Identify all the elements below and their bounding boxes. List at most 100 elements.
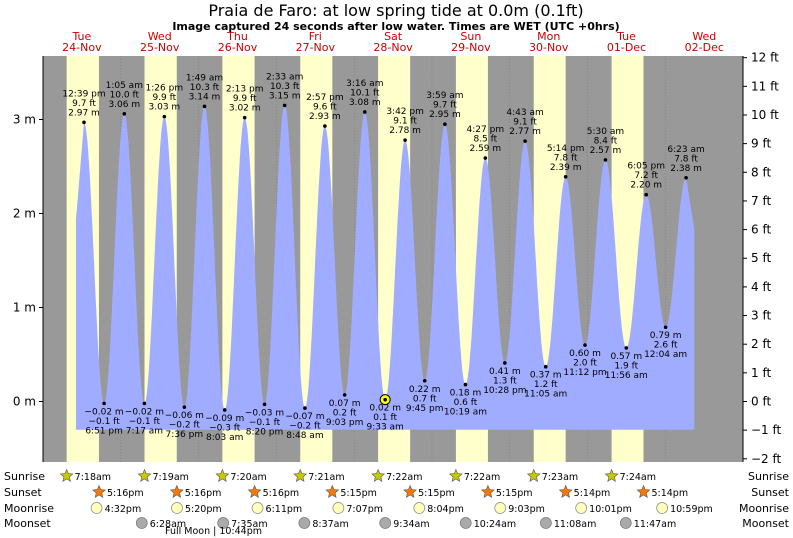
high-tide-label: 1:05 am [106, 81, 143, 91]
low-tide-label: 11:12 pm [563, 368, 606, 378]
right-tick-label: 6 ft [751, 223, 771, 237]
day-name-label: Sun [460, 30, 481, 43]
low-tide-point [503, 361, 507, 365]
high-tide-label: 2:33 am [266, 72, 303, 82]
moonset-icon [135, 517, 148, 529]
high-tide-label: 2.97 m [68, 108, 100, 118]
high-tide-label: 7.8 ft [554, 153, 578, 163]
high-tide-label: 2.77 m [509, 127, 541, 137]
low-tide-label: −0.07 m [285, 412, 324, 422]
sunrise-icon [59, 468, 74, 482]
high-tide-point [603, 158, 608, 162]
sunrise-time: 7:20am [230, 472, 266, 483]
day-name-label: Sat [384, 30, 403, 43]
high-tide-label: 5:30 am [587, 127, 624, 137]
right-tick-label: 9 ft [751, 137, 771, 151]
high-tide-label: 9.6 ft [313, 103, 337, 113]
moonset-time: 7:35am [231, 519, 267, 530]
moonset-time: 9:34am [393, 519, 429, 530]
low-tide-label: 6:51 pm [85, 426, 123, 436]
right-tick-label: 11 ft [751, 79, 779, 93]
low-tide-label: 9:33 am [366, 423, 403, 433]
low-tide-label: 11:56 am [605, 371, 648, 381]
moonset-icon [540, 517, 552, 529]
row-label-right: Sunset [751, 486, 789, 499]
low-tide-label: −0.03 m [245, 408, 284, 418]
high-tide-label: 9.9 ft [152, 93, 176, 103]
right-tick-label: 5 ft [751, 251, 771, 265]
high-tide-label: 3.03 m [149, 103, 181, 113]
high-tide-label: 8.5 ft [473, 135, 497, 145]
high-tide-label: 3.14 m [189, 92, 221, 102]
moonrise-icon [251, 502, 264, 514]
day-date-label: 01-Dec [607, 41, 646, 54]
day-date-label: 26-Nov [218, 41, 258, 54]
high-tide-label: 9.1 ft [393, 117, 417, 127]
moonset-time: 6:28am [150, 519, 186, 530]
day-date-label: 29-Nov [451, 41, 491, 54]
high-tide-label: 2.78 m [389, 126, 421, 136]
moonrise-icon [90, 502, 103, 514]
right-tick-label: 12 ft [751, 51, 779, 65]
low-tide-point [303, 406, 307, 410]
moonrise-time: 7:07pm [346, 504, 383, 515]
low-tide-label: 0.7 ft [413, 394, 437, 404]
high-tide-label: 7.2 ft [634, 171, 658, 181]
sunrise-icon [526, 468, 541, 482]
left-tick-label: 1 m [13, 301, 36, 315]
high-tide-point [483, 156, 488, 160]
sunset-icon [480, 484, 495, 498]
moonrise-icon [332, 502, 345, 514]
low-tide-label: 10:28 pm [483, 386, 526, 396]
high-tide-point [563, 175, 568, 179]
high-tide-label: 2.95 m [429, 110, 461, 120]
sunrise-icon [137, 468, 152, 482]
high-tide-point [162, 114, 167, 119]
moonrise-time: 9:03pm [508, 504, 545, 515]
moonrise-time: 10:01pm [589, 504, 632, 515]
sunset-time: 5:14pm [651, 488, 688, 499]
sunset-time: 5:15pm [496, 488, 533, 499]
sun-moon-events: Sunrise Sunrise Sunset Sunset Moonrise Moonri… [4, 468, 790, 537]
high-tide-label: 8.4 ft [594, 136, 618, 146]
high-tide-point [363, 110, 367, 114]
right-tick-label: 10 ft [751, 108, 779, 122]
high-tide-label: 1:49 am [186, 73, 223, 83]
day-labels: Tue24-NovWed25-NovThu26-NovFri27-NovSat2… [62, 30, 724, 54]
low-tide-label: −0.1 ft [88, 417, 120, 427]
high-tide-label: 9.7 ft [433, 101, 457, 111]
right-tick-label: 4 ft [751, 280, 771, 294]
moonrise-icon [575, 502, 588, 514]
high-tide-label: 2.20 m [630, 181, 662, 191]
high-tide-label: 2.59 m [469, 144, 501, 154]
high-tide-point [684, 175, 688, 180]
sunrise-time: 7:22am [464, 472, 500, 483]
high-tide-label: 9.7 ft [72, 99, 96, 109]
low-tide-label: 0.37 m [530, 371, 562, 381]
high-tide-point [403, 138, 407, 142]
tide-curve-area [76, 105, 695, 430]
sunrise-time: 7:22am [386, 472, 422, 483]
low-tide-label: 2.0 ft [573, 359, 597, 369]
high-tide-label: 10.3 ft [190, 83, 220, 93]
low-tide-point [383, 397, 387, 402]
high-tide-label: 7.8 ft [674, 154, 698, 164]
moonset-icon [379, 517, 392, 529]
high-tide-label: 10.0 ft [110, 90, 140, 100]
sunset-icon [247, 484, 262, 498]
low-tide-label: −0.02 m [125, 407, 164, 417]
low-tide-label: 2.6 ft [654, 341, 678, 351]
right-tick-label: 0 ft [751, 395, 771, 409]
high-tide-label: 2:13 pm [226, 85, 264, 95]
low-tide-label: −0.2 ft [289, 422, 321, 432]
low-tide-label: 0.1 ft [373, 413, 397, 423]
right-tick-label: 1 ft [751, 366, 771, 380]
sunset-time: 5:16pm [107, 488, 144, 499]
low-tide-point [624, 346, 629, 350]
high-tide-label: 5:14 pm [547, 144, 585, 154]
high-tide-point [443, 122, 447, 126]
moonset-time: 8:37am [312, 519, 348, 530]
high-tide-point [282, 103, 287, 108]
high-tide-label: 6:23 am [667, 145, 704, 155]
